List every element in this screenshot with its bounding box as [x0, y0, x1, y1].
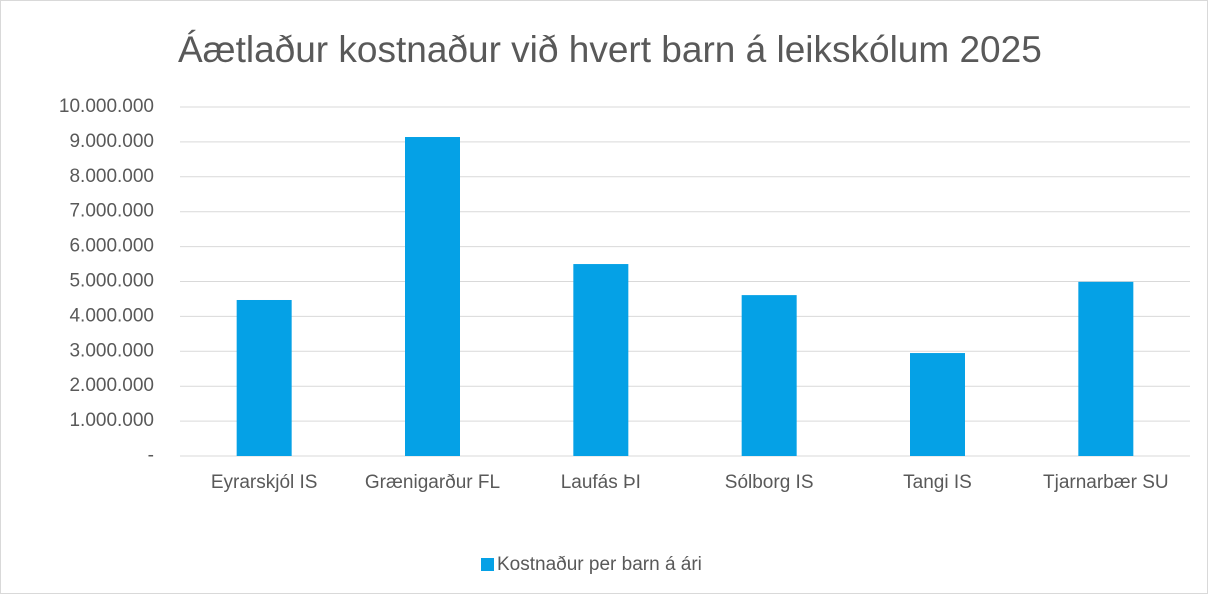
- y-tick-label: 3.000.000: [69, 340, 154, 361]
- bar: [741, 295, 797, 456]
- bar: [910, 353, 965, 456]
- y-tick-label: -: [148, 445, 154, 466]
- y-tick-label: 6.000.000: [69, 236, 154, 257]
- y-tick-label: 2.000.000: [69, 375, 154, 396]
- x-tick-label-box: Eyrarskjól IS: [210, 472, 318, 493]
- bar: [573, 264, 629, 456]
- x-tick-label: Laufás ÞI: [560, 472, 641, 493]
- x-tick-label: Tjarnarbær SU: [1043, 472, 1169, 493]
- y-tick-label: 1.000.000: [69, 410, 154, 431]
- chart-title: Áætlaður kostnaður við hvert barn á leik…: [178, 29, 1042, 70]
- y-tick-label: 5.000.000: [69, 271, 154, 292]
- y-tick-label: 4.000.000: [69, 305, 154, 326]
- x-tick-label-box: Grænigarður FL: [364, 472, 501, 493]
- bar: [405, 137, 460, 456]
- x-tick-label: Sólborg IS: [724, 472, 814, 493]
- x-tick-label: Grænigarður FL: [364, 472, 501, 493]
- y-tick-label: 7.000.000: [69, 201, 154, 222]
- x-tick-label-box: Sólborg IS: [724, 472, 814, 493]
- x-tick-label: Tangi IS: [903, 472, 972, 493]
- legend-label: Kostnaður per barn á ári: [497, 554, 702, 575]
- bar: [236, 299, 292, 456]
- bar: [1078, 281, 1134, 456]
- x-tick-label: Eyrarskjól IS: [210, 472, 318, 493]
- x-tick-label-box: Laufás ÞI: [560, 472, 641, 493]
- x-tick-label-box: Tangi IS: [903, 472, 972, 493]
- legend-swatch: [481, 558, 494, 571]
- y-tick-label: 9.000.000: [69, 131, 154, 152]
- y-tick-label: 8.000.000: [69, 166, 154, 187]
- x-tick-label-box: Tjarnarbær SU: [1043, 472, 1169, 493]
- y-tick-label: 10.000.000: [59, 96, 154, 117]
